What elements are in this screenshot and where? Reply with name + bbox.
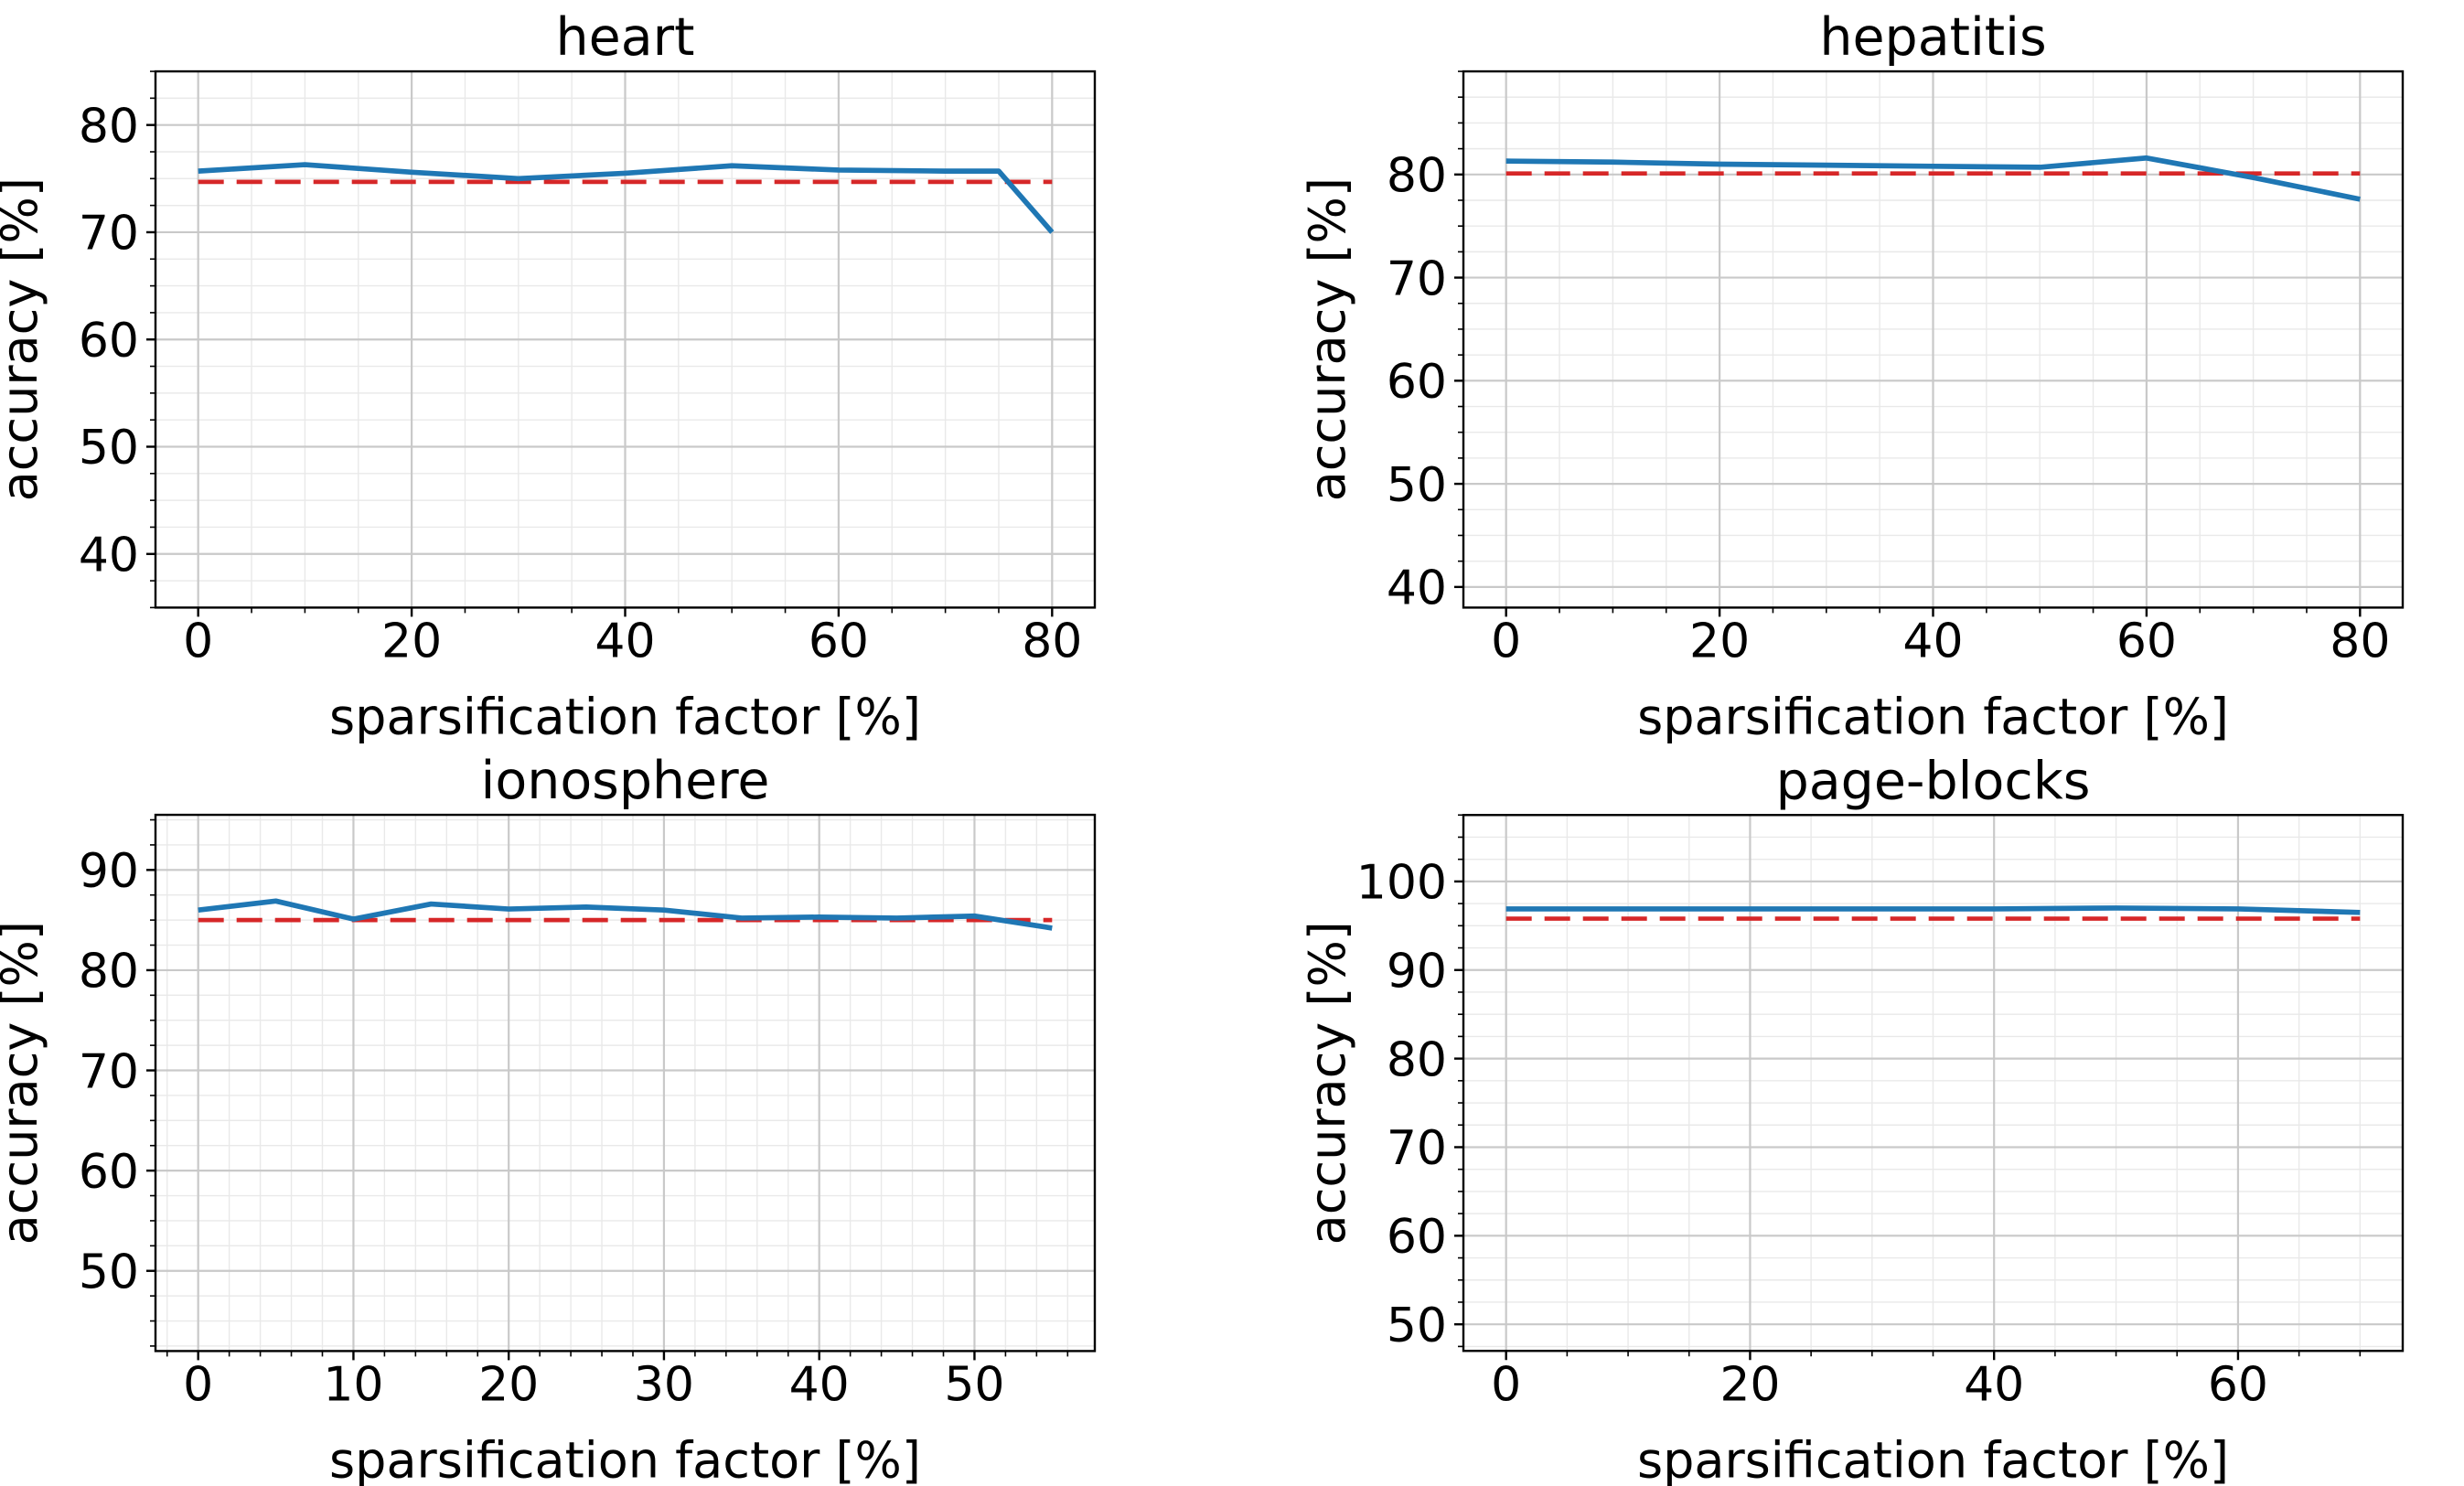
chart-ionosphere: 0 10 20 30 40 50 50 60 70 80 90 sparsification fact… xyxy=(0,743,1232,1486)
x-axis-label: sparsification factor [%] xyxy=(1637,1431,2229,1486)
y-tick-label: 70 xyxy=(1387,1121,1447,1176)
chart-heart: 0 20 40 60 80 40 50 60 70 80 sparsification factor… xyxy=(0,0,1232,743)
x-axis-label: sparsification factor [%] xyxy=(329,1431,921,1486)
y-tick-label: 50 xyxy=(1387,458,1447,513)
y-tick-label: 60 xyxy=(79,314,139,369)
x-tick-label: 0 xyxy=(183,614,213,668)
x-tick-label: 0 xyxy=(1491,1357,1521,1412)
y-tick-label: 90 xyxy=(79,844,139,899)
subplot-bottom-left: 0 10 20 30 40 50 50 60 70 80 90 sparsification fact… xyxy=(0,743,1232,1486)
y-tick-label: 100 xyxy=(1356,855,1447,910)
x-tick-label: 60 xyxy=(2116,614,2177,668)
x-tick-label: 20 xyxy=(1719,1357,1780,1412)
x-tick-label: 20 xyxy=(478,1357,539,1412)
x-tick-label: 0 xyxy=(1491,614,1521,668)
x-tick-label: 60 xyxy=(809,614,869,668)
y-axis-label: accuracy [%] xyxy=(0,921,48,1245)
chart-hepatitis: 0 20 40 60 80 40 50 60 70 80 sparsification factor… xyxy=(1232,0,2464,743)
x-tick-label: 20 xyxy=(381,614,442,668)
accuracy-line xyxy=(198,162,1055,234)
x-axis-label: sparsification factor [%] xyxy=(329,688,921,743)
y-tick-label: 50 xyxy=(79,1245,139,1299)
y-tick-label: 70 xyxy=(79,207,139,262)
y-axis-label: accuracy [%] xyxy=(0,177,48,501)
x-tick-label: 80 xyxy=(1022,614,1082,668)
chart-title: hepatitis xyxy=(1819,7,2046,68)
y-tick-label: 60 xyxy=(1387,355,1447,410)
accuracy-line xyxy=(1505,904,2361,915)
y-tick-label: 50 xyxy=(79,421,139,476)
x-tick-label: 40 xyxy=(1902,614,1963,668)
y-tick-label: 70 xyxy=(1387,251,1447,306)
plot-area xyxy=(155,814,1095,1351)
x-tick-label: 10 xyxy=(323,1357,383,1412)
subplot-top-left: 0 20 40 60 80 40 50 60 70 80 sparsification factor… xyxy=(0,0,1232,743)
x-tick-label: 0 xyxy=(183,1357,213,1412)
subplot-bottom-right: 0 20 40 60 50 60 70 80 90 100 sparsification facto… xyxy=(1232,743,2464,1486)
accuracy-line xyxy=(1505,155,2361,202)
x-axis-label: sparsification factor [%] xyxy=(1637,688,2229,743)
subplot-top-right: 0 20 40 60 80 40 50 60 70 80 sparsification factor… xyxy=(1232,0,2464,743)
y-tick-label: 60 xyxy=(1387,1210,1447,1265)
x-tick-label: 40 xyxy=(789,1357,850,1412)
y-tick-label: 80 xyxy=(1387,1032,1447,1087)
y-axis-label: accuracy [%] xyxy=(1299,921,1356,1245)
y-tick-label: 80 xyxy=(79,944,139,999)
x-tick-label: 20 xyxy=(1689,614,1750,668)
x-tick-label: 50 xyxy=(944,1357,1004,1412)
y-tick-label: 80 xyxy=(1387,149,1447,204)
y-tick-label: 80 xyxy=(79,99,139,154)
y-tick-label: 50 xyxy=(1387,1298,1447,1352)
accuracy-line xyxy=(198,897,1053,931)
y-tick-label: 40 xyxy=(79,528,139,583)
y-axis-label: accuracy [%] xyxy=(1299,177,1356,501)
chart-title: ionosphere xyxy=(481,751,770,811)
axes-spines xyxy=(154,813,1097,1352)
y-tick-label: 40 xyxy=(1387,561,1447,616)
chart-page-blocks: 0 20 40 60 50 60 70 80 90 100 sparsification facto… xyxy=(1232,743,2464,1486)
y-tick-label: 90 xyxy=(1387,944,1447,999)
chart-title: heart xyxy=(556,7,695,68)
x-tick-label: 60 xyxy=(2208,1357,2268,1412)
y-tick-label: 60 xyxy=(79,1144,139,1199)
x-tick-label: 30 xyxy=(634,1357,694,1412)
x-tick-label: 80 xyxy=(2330,614,2390,668)
x-tick-label: 40 xyxy=(595,614,655,668)
y-tick-label: 70 xyxy=(79,1044,139,1099)
chart-title: page-blocks xyxy=(1776,751,2091,811)
x-tick-label: 40 xyxy=(1964,1357,2024,1412)
